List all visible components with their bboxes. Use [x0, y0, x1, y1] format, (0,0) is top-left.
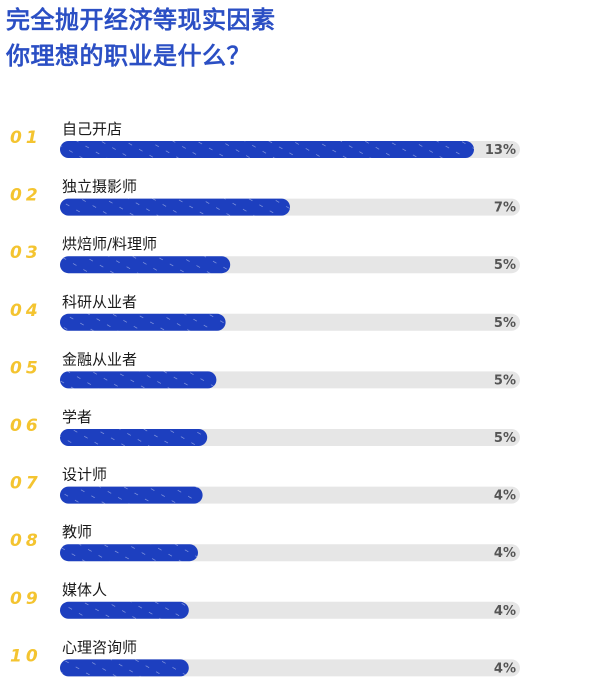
- chart-title: 完全抛开经济等现实因素 你理想的职业是什么？: [6, 2, 586, 74]
- category-label: 烘焙师/料理师: [62, 235, 157, 253]
- value-label: 5%: [494, 373, 516, 388]
- category-label: 金融从业者: [62, 350, 137, 368]
- bar-texture: [60, 141, 474, 158]
- rank-number: 07: [10, 474, 42, 494]
- category-label: 设计师: [62, 466, 107, 484]
- bar-texture: [60, 371, 217, 389]
- bar-row: 07 设计师 4%: [10, 466, 520, 504]
- bar-row: 05 金融从业者 5%: [10, 350, 520, 389]
- bar-texture: [60, 256, 231, 274]
- bar-row: 09 媒体人 4%: [10, 581, 520, 619]
- bar-texture: [60, 198, 290, 216]
- bar-row: 01 自己开店 13%: [10, 120, 520, 158]
- bar-row: 06 学者 5%: [10, 408, 520, 446]
- value-label: 4%: [494, 546, 516, 561]
- bar-texture: [60, 601, 189, 619]
- rank-number: 03: [10, 243, 42, 263]
- rank-number: 06: [10, 416, 42, 436]
- bar-texture: [60, 659, 189, 677]
- category-label: 媒体人: [62, 581, 107, 599]
- value-label: 4%: [494, 604, 516, 619]
- value-label: 4%: [494, 661, 516, 676]
- category-label: 教师: [62, 523, 92, 541]
- value-label: 5%: [494, 258, 516, 273]
- value-label: 13%: [485, 143, 516, 158]
- bar-texture: [60, 544, 198, 562]
- bar-texture: [60, 313, 226, 331]
- rank-number: 10: [10, 646, 42, 666]
- value-label: 5%: [494, 431, 516, 446]
- rank-number: 08: [10, 531, 42, 551]
- bar-row: 10 心理咨询师 4%: [10, 638, 520, 677]
- bar-row: 04 科研从业者 5%: [10, 293, 520, 331]
- bar-texture: [60, 429, 208, 446]
- title-line-2: 你理想的职业是什么？: [6, 42, 251, 70]
- category-label: 心理咨询师: [62, 638, 137, 656]
- rank-number: 04: [10, 301, 42, 321]
- bar-row: 03 烘焙师/料理师 5%: [10, 235, 520, 274]
- title-line-1: 完全抛开经济等现实因素: [6, 6, 276, 34]
- value-label: 4%: [494, 489, 516, 504]
- category-label: 自己开店: [62, 120, 122, 138]
- bar-texture: [60, 486, 203, 504]
- value-label: 7%: [494, 201, 516, 216]
- category-label: 科研从业者: [62, 293, 137, 311]
- rank-number: 05: [10, 358, 42, 378]
- rank-number: 09: [10, 589, 42, 609]
- bar-row: 08 教师 4%: [10, 523, 520, 562]
- value-label: 5%: [494, 316, 516, 331]
- category-label: 学者: [62, 408, 92, 426]
- rank-number: 01: [10, 128, 42, 148]
- category-label: 独立摄影师: [62, 178, 137, 196]
- bar-row: 02 独立摄影师 7%: [10, 178, 520, 216]
- rank-number: 02: [10, 186, 42, 206]
